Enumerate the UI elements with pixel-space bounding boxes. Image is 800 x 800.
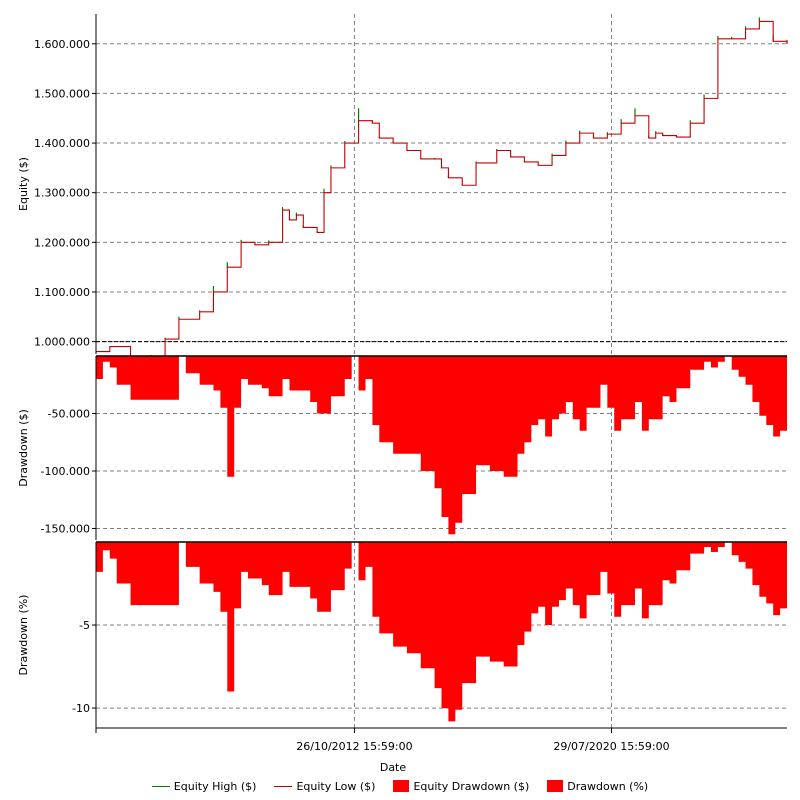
y-axis-title: Drawdown (%)	[17, 595, 30, 676]
x-tick-label: 26/10/2012 15:59:00	[296, 740, 412, 753]
x-tick-label: 29/07/2020 15:59:00	[553, 740, 669, 753]
y-axis-title: Drawdown ($)	[17, 409, 30, 487]
legend-item-drawdown-pct[interactable]: Drawdown (%)	[547, 780, 648, 793]
x-axis-title: Date	[380, 761, 407, 774]
y-tick-label: 1.000.000	[34, 336, 90, 349]
chart-legend: Equity High ($) Equity Low ($) Equity Dr…	[0, 777, 800, 795]
legend-label-equity-low: Equity Low ($)	[296, 779, 376, 793]
y-tick-label: -100.000	[41, 465, 90, 478]
legend-label-drawdown-pct: Drawdown (%)	[567, 779, 649, 793]
equity-low-line	[96, 20, 788, 360]
y-tick-label: -5	[79, 619, 90, 632]
panel-1: -50.000 -100.000 -150.000 Drawdown ($)	[17, 355, 787, 540]
legend-swatch-equity-drawdown	[393, 780, 410, 792]
y-tick-label: -10	[72, 702, 90, 715]
y-tick-label: 1.200.000	[34, 236, 90, 249]
panel-2: -5 -10 Drawdown (%)	[17, 541, 787, 728]
drawdown-area	[96, 356, 787, 535]
legend-item-equity-high[interactable]: Equity High ($)	[151, 779, 257, 793]
legend-swatch-equity-high	[151, 785, 170, 787]
y-tick-label: 1.500.000	[34, 87, 90, 100]
legend-item-equity-drawdown[interactable]: Equity Drawdown ($)	[393, 780, 529, 793]
y-tick-label: 1.300.000	[34, 187, 90, 200]
y-tick-label: 1.400.000	[34, 137, 90, 150]
drawdown-area	[96, 542, 787, 722]
y-tick-label: -150.000	[41, 523, 90, 536]
y-tick-label: -50.000	[48, 408, 90, 421]
y-tick-label: 1.100.000	[34, 286, 90, 299]
legend-swatch-equity-low	[274, 785, 293, 787]
legend-item-equity-low[interactable]: Equity Low ($)	[274, 780, 375, 793]
legend-label-equity-drawdown: Equity Drawdown ($)	[413, 779, 530, 793]
panel-0: 1.000.000 1.100.000 1.200.000 1.300.000 1.40…	[17, 14, 788, 360]
y-axis-title: Equity ($)	[17, 157, 30, 211]
legend-swatch-drawdown-pct	[547, 780, 564, 792]
y-tick-label: 1.600.000	[34, 38, 90, 51]
legend-label-equity-high: Equity High ($)	[173, 779, 257, 793]
